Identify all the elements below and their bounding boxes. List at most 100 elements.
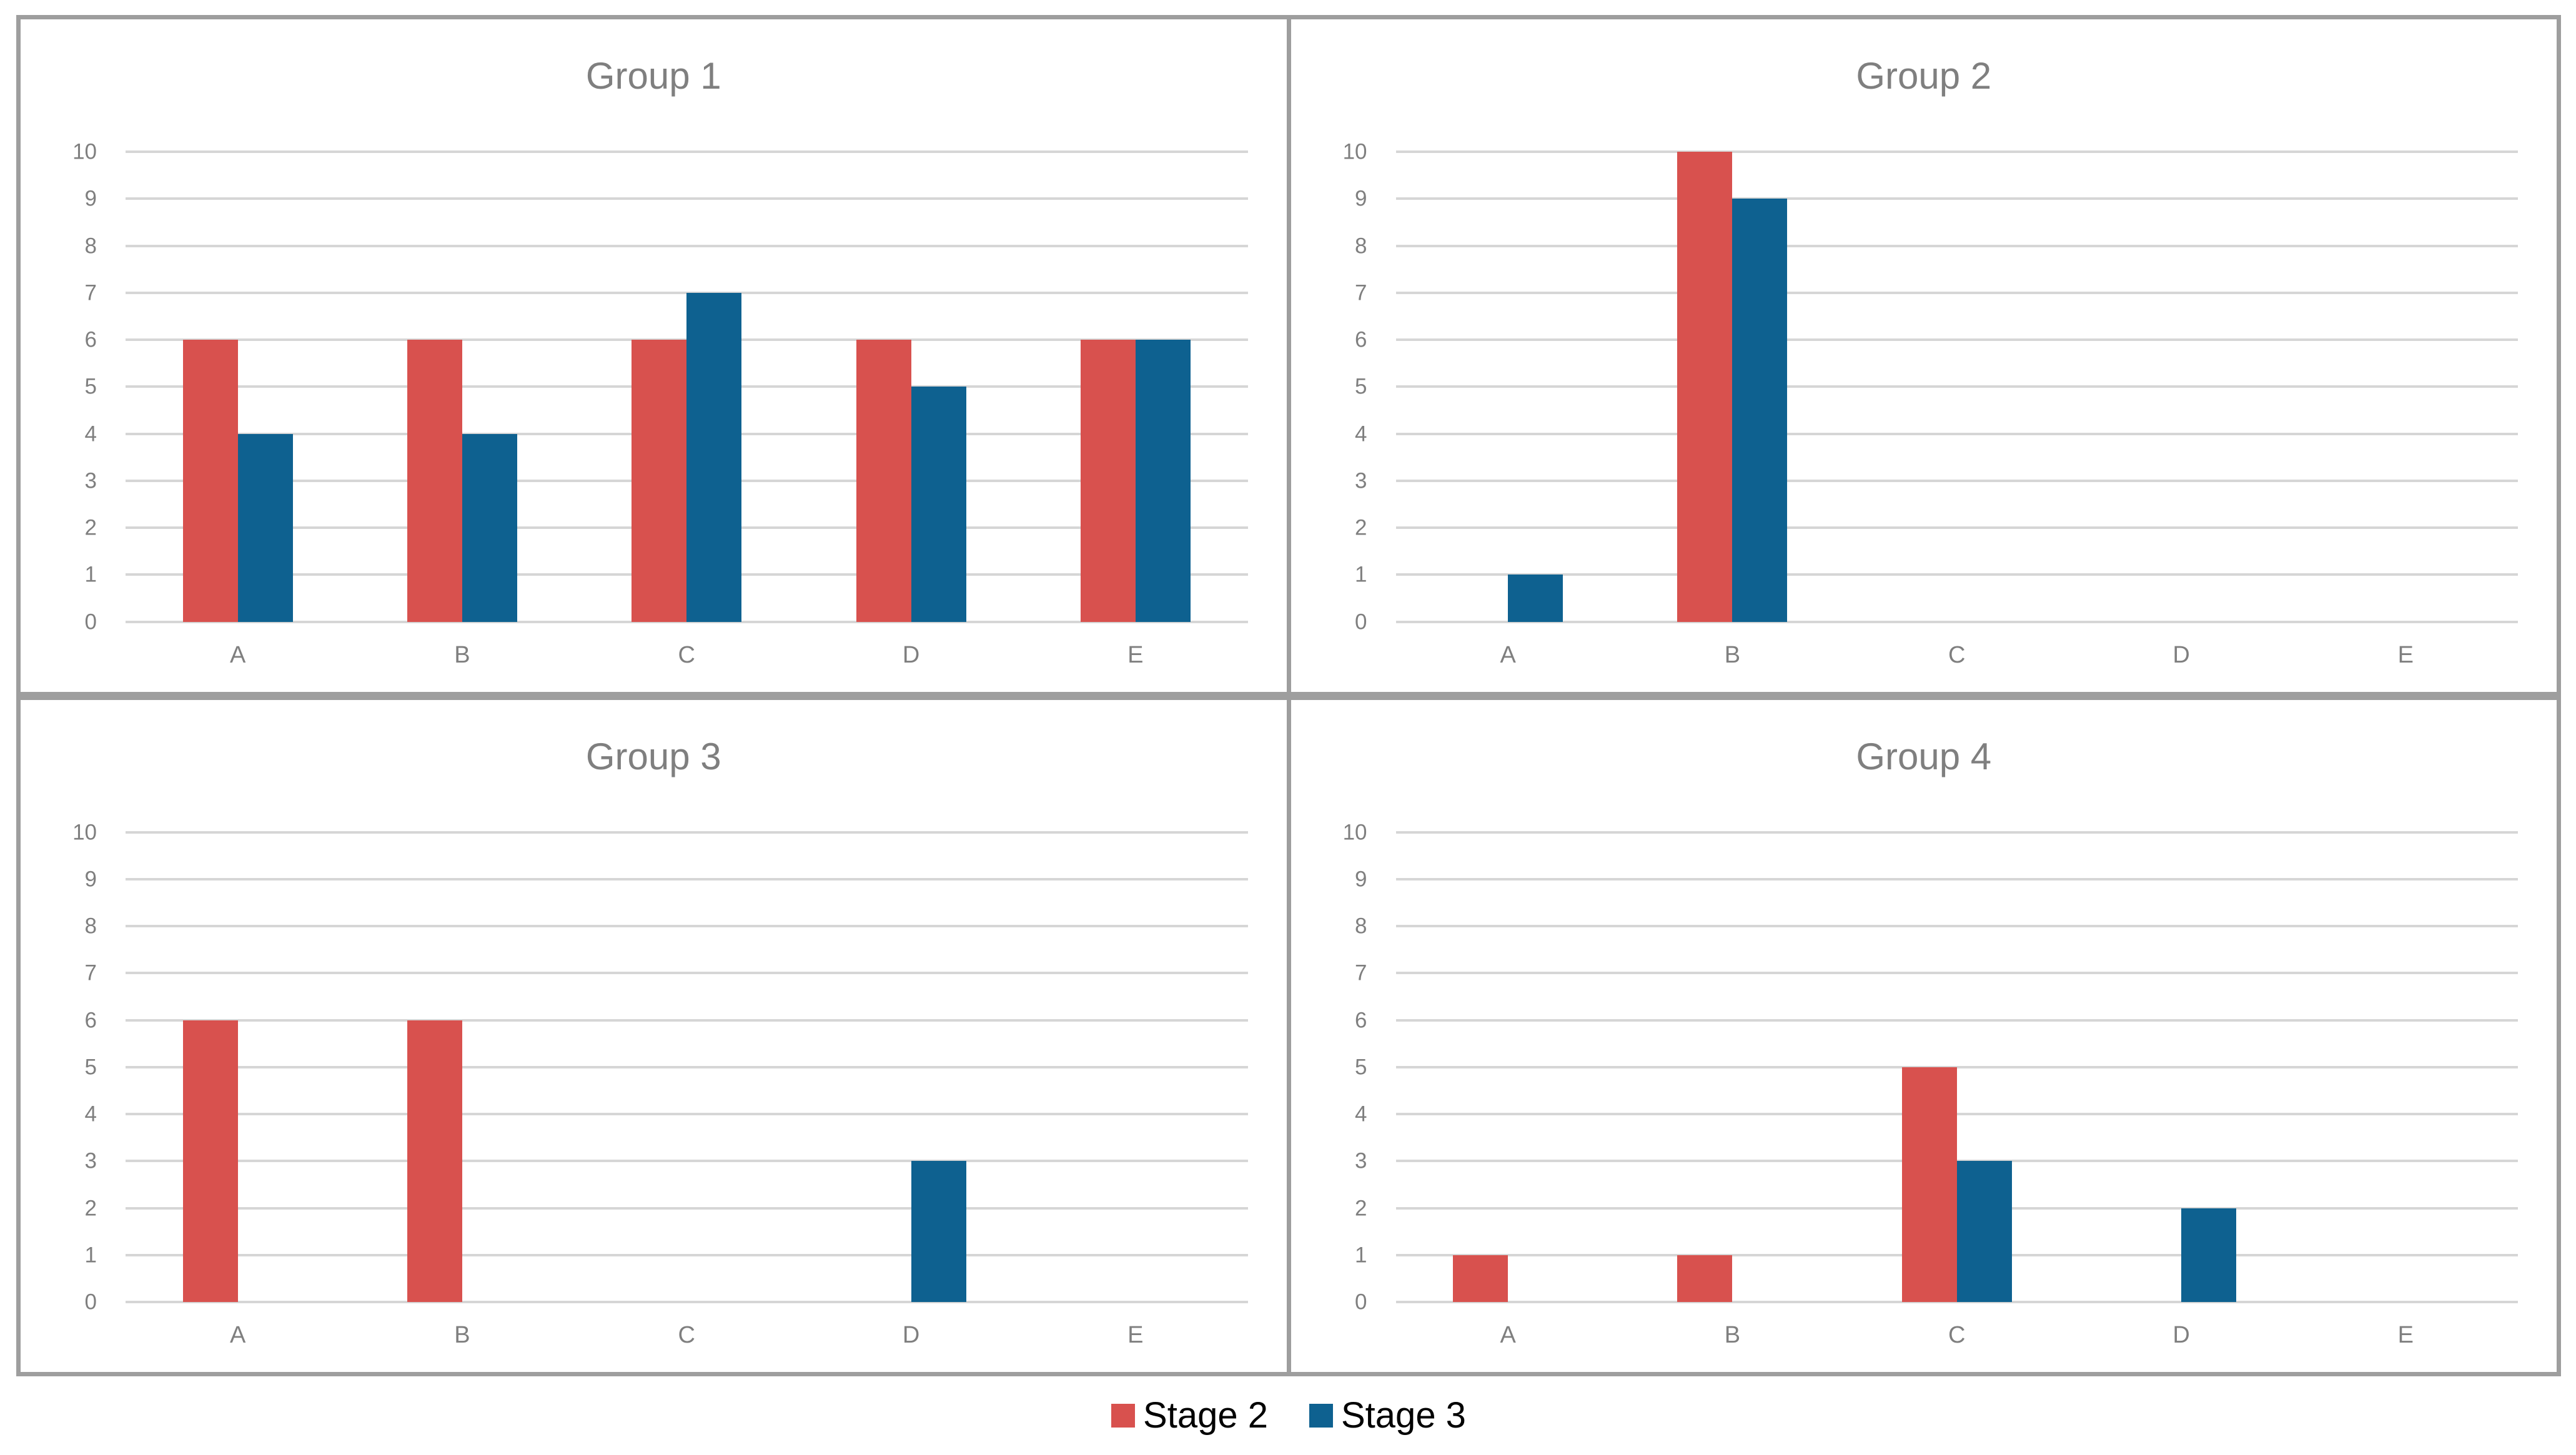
legend-label-stage-2: Stage 2 (1143, 1395, 1268, 1436)
legend-swatch-stage-2-icon (1111, 1404, 1136, 1428)
bar-stage-3-d (911, 1161, 966, 1302)
gridline-y10 (126, 150, 1248, 153)
x-axis-label-a: A (1500, 1322, 1516, 1348)
category-a (126, 152, 350, 622)
category-e (2294, 152, 2518, 622)
y-axis-tick-5: 5 (84, 374, 97, 399)
x-axis-label-c: C (678, 641, 695, 668)
gridline-y8 (126, 244, 1248, 247)
gridline-y7 (126, 972, 1248, 975)
gridline-y6 (1395, 338, 2518, 341)
y-axis-tick-0: 0 (1355, 1290, 1367, 1314)
chart-legend: Stage 2 Stage 3 (16, 1376, 2561, 1455)
y-axis-tick-7: 7 (1355, 280, 1367, 305)
y-axis-tick-1: 1 (84, 1243, 97, 1268)
x-axis-labels: A B C D E (126, 1322, 1248, 1349)
y-axis-tick-0: 0 (1355, 609, 1367, 634)
category-c (575, 152, 799, 622)
bar-stage-3-d (2181, 1208, 2237, 1302)
gridline-y4 (1395, 432, 2518, 435)
y-axis-tick-2: 2 (1355, 515, 1367, 540)
x-axis-label-e: E (2397, 641, 2414, 668)
y-axis-tick-5: 5 (1355, 374, 1367, 399)
gridline-y10 (1395, 831, 2518, 834)
plot-area-group-4: 0 1 2 3 4 5 6 7 8 9 10 A B C D E (1343, 821, 2519, 1348)
x-axis-label-a: A (1500, 641, 1516, 668)
legend-swatch-stage-3-icon (1309, 1404, 1333, 1428)
y-axis-tick-5: 5 (84, 1055, 97, 1080)
bar-stage-2-d (856, 340, 911, 622)
gridline-y9 (126, 877, 1248, 880)
category-columns (1396, 832, 2519, 1303)
y-axis-tick-9: 9 (84, 186, 97, 211)
y-axis-tick-7: 7 (84, 280, 97, 305)
chart-panel-group-3: Group 3 0 1 2 3 4 5 6 7 8 9 10 A B C D E (21, 699, 1287, 1372)
bar-stage-2-a (182, 340, 238, 622)
chart-title-group-1: Group 1 (585, 55, 721, 97)
x-axis-label-e: E (1127, 1322, 1144, 1348)
gridline-y1 (126, 1253, 1248, 1256)
legend-label-stage-3: Stage 3 (1341, 1395, 1466, 1436)
category-b (1620, 152, 1845, 622)
bar-stage-2-b (1677, 1255, 1733, 1302)
x-axis-label-e: E (1127, 641, 1144, 668)
category-a (126, 832, 350, 1302)
y-axis-tick-2: 2 (84, 1196, 97, 1220)
gridline-y0 (126, 1301, 1248, 1303)
x-axis-label-d: D (902, 1322, 920, 1348)
gridline-y10 (1395, 150, 2518, 153)
chart-title-group-3: Group 3 (585, 735, 721, 777)
bar-stage-2-c (1901, 1067, 1957, 1302)
legend-item-stage-2: Stage 2 (1111, 1398, 1268, 1434)
gridline-y0 (126, 620, 1248, 623)
bar-stage-3-a (237, 433, 293, 622)
category-c (575, 832, 799, 1303)
plot-area-group-1: 0 1 2 3 4 5 6 7 8 9 10 A B C D E (72, 141, 1248, 668)
bar-stage-2-e (1080, 340, 1136, 622)
y-axis-tick-5: 5 (1355, 1055, 1367, 1080)
y-axis-tick-6: 6 (1355, 1008, 1367, 1032)
y-axis-tick-7: 7 (1355, 960, 1367, 985)
bar-stage-3-d (911, 387, 966, 622)
bar-stage-3-c (1956, 1161, 2012, 1302)
category-a (1396, 152, 1620, 622)
x-axis-labels: A B C D E (126, 642, 1248, 669)
gridline-y0 (1395, 620, 2518, 623)
category-columns (1396, 152, 2519, 622)
category-e (1023, 152, 1247, 622)
chart-title-group-2: Group 2 (1856, 55, 1992, 97)
y-axis-tick-1: 1 (84, 562, 97, 587)
gridline-y2 (126, 1206, 1248, 1210)
x-axis-label-e: E (2397, 1322, 2414, 1348)
y-axis-tick-10: 10 (1342, 820, 1367, 844)
y-axis-tick-3: 3 (1355, 468, 1367, 493)
gridline-y9 (1395, 877, 2518, 880)
bar-stage-2-b (407, 340, 462, 622)
category-d (799, 152, 1023, 622)
gridline-y3 (1395, 479, 2518, 482)
category-b (350, 832, 574, 1302)
y-axis-tick-10: 10 (72, 139, 97, 164)
gridline-y3 (126, 1160, 1248, 1163)
gridline-y6 (126, 1018, 1248, 1022)
y-axis-tick-2: 2 (1355, 1196, 1367, 1220)
gridline-y0 (1395, 1301, 2518, 1303)
category-d (2069, 832, 2293, 1302)
gridline-y9 (1395, 197, 2518, 200)
category-c (1845, 152, 2069, 622)
bar-stage-2-a (1453, 1255, 1508, 1302)
y-axis-tick-3: 3 (84, 1148, 97, 1173)
y-axis-tick-9: 9 (1355, 186, 1367, 211)
category-b (350, 152, 574, 622)
x-axis-labels: A B C D E (1396, 1322, 2519, 1349)
gridline-y10 (126, 831, 1248, 834)
x-axis-label-d: D (2172, 1322, 2190, 1348)
category-e (2294, 832, 2518, 1303)
y-axis-tick-4: 4 (84, 1102, 97, 1127)
y-axis-tick-0: 0 (84, 1290, 97, 1314)
y-axis-tick-7: 7 (84, 960, 97, 985)
y-axis-tick-1: 1 (1355, 1243, 1367, 1268)
bar-stage-2-b (1677, 152, 1733, 622)
